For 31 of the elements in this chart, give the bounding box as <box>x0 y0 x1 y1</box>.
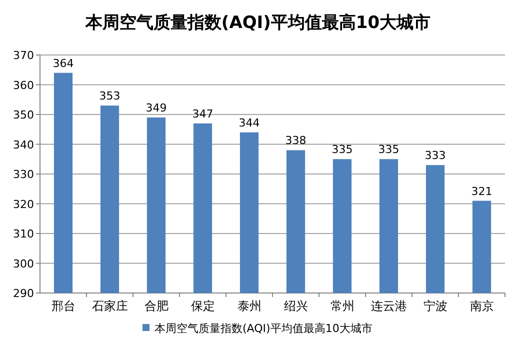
data-label: 353 <box>99 90 120 103</box>
data-label: 335 <box>378 143 400 156</box>
y-tick-label: 350 <box>13 108 34 122</box>
y-tick-label: 290 <box>13 287 34 300</box>
y-tick-label: 340 <box>13 138 34 152</box>
y-tick-label: 330 <box>13 168 34 181</box>
data-label: 338 <box>285 134 306 148</box>
x-tick-label: 南京 <box>470 299 494 313</box>
x-tick-label: 合肥 <box>144 299 168 313</box>
data-label: 344 <box>238 116 260 130</box>
data-label: 347 <box>192 107 214 120</box>
x-tick-label: 石家庄 <box>92 299 128 313</box>
x-tick-label: 保定 <box>190 299 215 313</box>
x-tick-label: 绍兴 <box>284 299 308 313</box>
y-tick-label: 370 <box>13 49 34 62</box>
data-label: 349 <box>146 101 167 114</box>
y-tick-label: 320 <box>13 198 34 211</box>
x-tick-label: 连云港 <box>370 299 407 313</box>
y-tick-label: 310 <box>13 228 34 240</box>
data-label: 335 <box>332 143 353 156</box>
legend-label: 本周空气质量指数(AQI)平均值最高10大城市 <box>154 322 372 335</box>
data-label: 364 <box>52 56 74 70</box>
x-tick-label: 常州 <box>330 299 354 313</box>
x-tick-label: 宁波 <box>423 299 448 313</box>
y-tick-label: 360 <box>13 78 34 92</box>
data-label: 321 <box>471 184 492 198</box>
y-tick-label: 300 <box>13 257 34 270</box>
x-tick-label: 泰州 <box>237 299 262 313</box>
chart-title: 本周空气质量指数(AQI)平均值最高10大城市 <box>84 13 431 33</box>
x-tick-label: 邢台 <box>51 299 76 313</box>
data-label: 333 <box>424 149 446 162</box>
